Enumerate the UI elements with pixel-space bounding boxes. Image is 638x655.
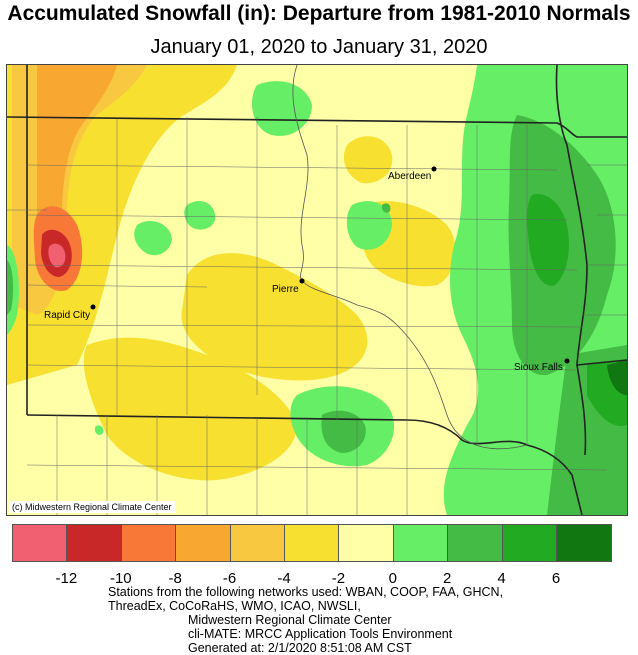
legend-swatch-2 [121, 525, 177, 561]
legend-swatch-3 [176, 525, 231, 561]
city-label-aberdeen: Aberdeen [388, 171, 432, 182]
footer-line-mrcc: Midwestern Regional Climate Center [188, 613, 392, 627]
contour-midgreen-west-edge [7, 260, 14, 315]
legend-swatch-6 [339, 525, 394, 561]
snowfall-departure-map: Aberdeen Pierre Rapid City Sioux Falls (… [6, 64, 628, 516]
contour-yellow-south [83, 337, 297, 481]
contour-midgreen-south-center [321, 410, 366, 453]
legend-ticks: -12 -10 -8 -6 -4 -2 0 2 4 6 [0, 570, 638, 588]
legend-swatch-1 [67, 525, 122, 561]
date-range-subtitle: January 01, 2020 to January 31, 2020 [150, 36, 488, 58]
footer-line-networks-cont: ThreadEx, CoCoRaHS, WMO, ICAO, NWSLI, [108, 599, 361, 613]
legend-tick-label: 0 [388, 570, 397, 587]
map-title: Accumulated Snowfall (in): Departure fro… [7, 2, 631, 25]
footer-line-generated: Generated at: 2/1/2020 8:51:08 AM CST [188, 641, 412, 655]
footer-line-networks: Stations from the following networks use… [108, 585, 504, 599]
state-boundaries [7, 65, 627, 515]
legend-swatch-8 [448, 525, 503, 561]
legend-tick-label: -6 [222, 570, 237, 587]
contour-green-mid [346, 201, 392, 250]
contour-verydarkgreen-southeast [607, 360, 627, 395]
contour-green-dot-2 [381, 203, 391, 213]
color-legend [12, 524, 613, 562]
legend-tick-label: -8 [168, 570, 182, 587]
county-lines [7, 117, 627, 515]
map-credit: (c) Midwestern Regional Climate Center [9, 501, 175, 513]
river-south [396, 324, 528, 450]
legend-tick-label: -4 [277, 570, 291, 587]
map-canvas [7, 65, 627, 515]
legend-tick-label: -2 [331, 570, 346, 587]
legend-tick-label: 6 [551, 570, 561, 587]
contour-yellow-aberdeen [343, 136, 393, 184]
legend-swatch-10 [556, 525, 612, 561]
legend-swatch-4 [230, 525, 285, 561]
legend-swatch-0 [13, 525, 68, 561]
legend-tick-label: 2 [443, 570, 452, 587]
contour-green-dot-1 [94, 425, 104, 435]
city-label-rapid-city: Rapid City [44, 310, 91, 321]
city-label-pierre: Pierre [272, 284, 299, 295]
contour-green-central [134, 220, 172, 256]
city-dot-aberdeen [431, 166, 437, 172]
city-label-sioux-falls: Sioux Falls [514, 362, 563, 373]
legend-tick-label: 4 [497, 570, 506, 587]
missouri-river [292, 65, 398, 326]
city-dot-pierre [299, 278, 305, 284]
contour-pink-blackhills [48, 243, 66, 268]
contour-darkorange-nw [46, 73, 92, 120]
legend-tick-label: -12 [55, 570, 78, 587]
contour-green-ne [184, 200, 216, 230]
legend-tick-label: -10 [109, 570, 132, 587]
contour-yellow-central [181, 253, 368, 381]
legend-swatch-5 [284, 525, 340, 561]
city-dot-rapid-city [90, 304, 96, 310]
legend-swatch-7 [393, 525, 449, 561]
contour-darkgreen-east [527, 194, 569, 286]
legend-swatch-9 [502, 525, 557, 561]
footer-line-climate: cli-MATE: MRCC Application Tools Environ… [188, 627, 453, 641]
city-dot-sioux-falls [564, 358, 570, 364]
